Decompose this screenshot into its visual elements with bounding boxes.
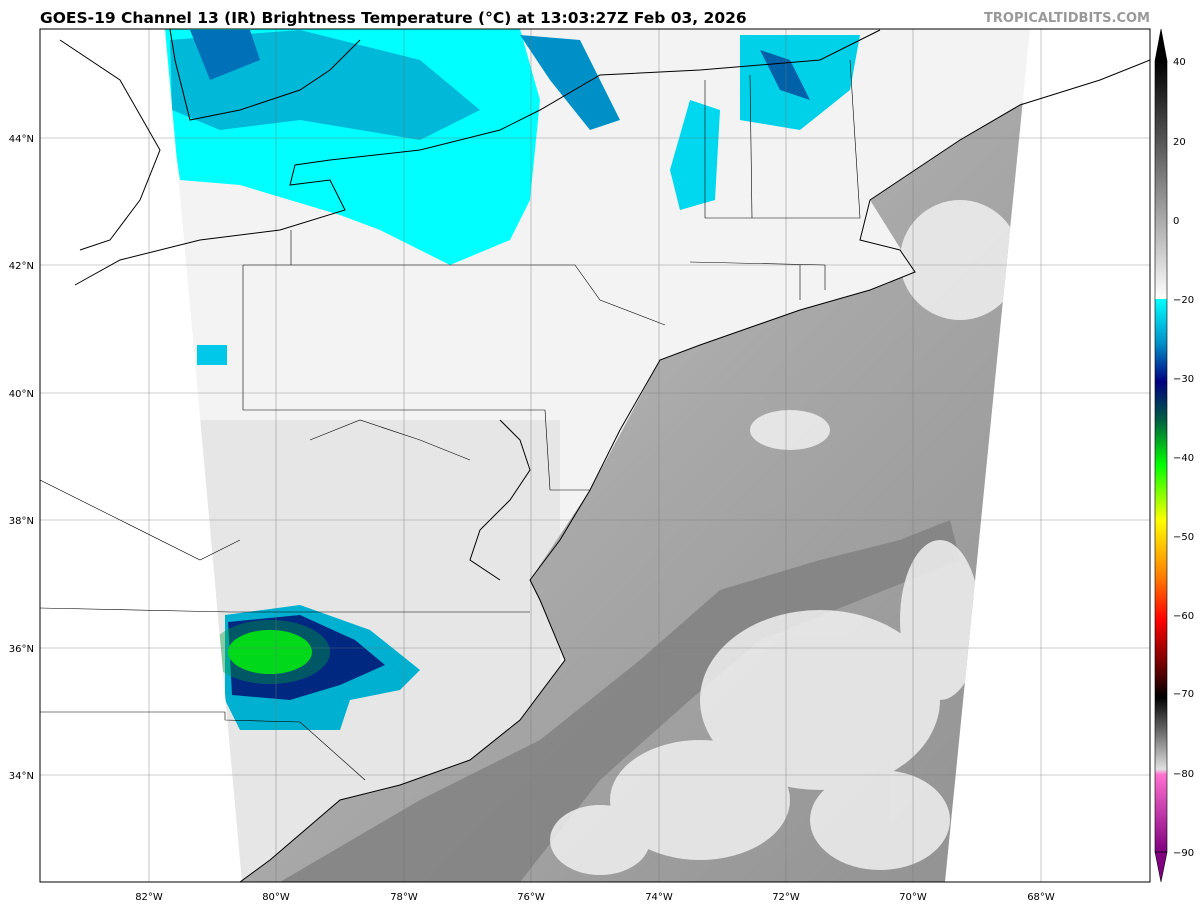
- lon-label: 68°W: [1027, 892, 1055, 903]
- lat-label: 36°N: [9, 644, 34, 655]
- lon-label: 80°W: [262, 892, 290, 903]
- colorbar-tick: 40: [1173, 57, 1186, 68]
- map-frame: [39, 28, 1151, 883]
- colorbar-tick: 20: [1173, 137, 1186, 148]
- longitude-axis: 82°W 80°W 78°W 76°W 74°W 72°W 70°W 68°W: [135, 892, 1055, 903]
- lon-label: 76°W: [517, 892, 545, 903]
- colorbar-tick: −90: [1173, 848, 1194, 859]
- lat-label: 42°N: [9, 261, 34, 272]
- lon-label: 74°W: [645, 892, 673, 903]
- colorbar-tick: −60: [1173, 611, 1194, 622]
- cloud-cells: [550, 200, 1020, 875]
- colorbar-tick: −20: [1173, 295, 1194, 306]
- colorbar-tick: −50: [1173, 532, 1194, 543]
- lon-label: 78°W: [390, 892, 418, 903]
- lon-label: 70°W: [899, 892, 927, 903]
- lon-label: 82°W: [135, 892, 163, 903]
- latitude-axis: 44°N 42°N 40°N 38°N 36°N 34°N: [9, 134, 34, 782]
- state-borders: [40, 59, 861, 781]
- gulf-stream-band: [280, 520, 960, 882]
- coastlines: [59, 29, 1150, 882]
- watermark: TROPICALTIDBITS.COM: [984, 11, 1150, 26]
- colorbar-tick: −70: [1173, 689, 1194, 700]
- lat-label: 44°N: [9, 134, 34, 145]
- lon-label: 72°W: [772, 892, 800, 903]
- colorbar: 40 20 0 −20 −30 −40 −50 −60 −70 −80 −90: [1154, 28, 1194, 883]
- lat-label: 40°N: [9, 389, 34, 400]
- colorbar-tick: −80: [1173, 769, 1194, 780]
- lat-label: 34°N: [9, 771, 34, 782]
- gridlines: [40, 29, 1150, 882]
- coldest-cloud-core: [228, 630, 312, 674]
- lat-label: 38°N: [9, 516, 34, 527]
- satellite-swath: [165, 29, 1030, 882]
- map-title: GOES-19 Channel 13 (IR) Brightness Tempe…: [40, 9, 747, 27]
- colorbar-tick: 0: [1173, 216, 1179, 227]
- colorbar-tick: −40: [1173, 453, 1194, 464]
- colorbar-tick: −30: [1173, 374, 1194, 385]
